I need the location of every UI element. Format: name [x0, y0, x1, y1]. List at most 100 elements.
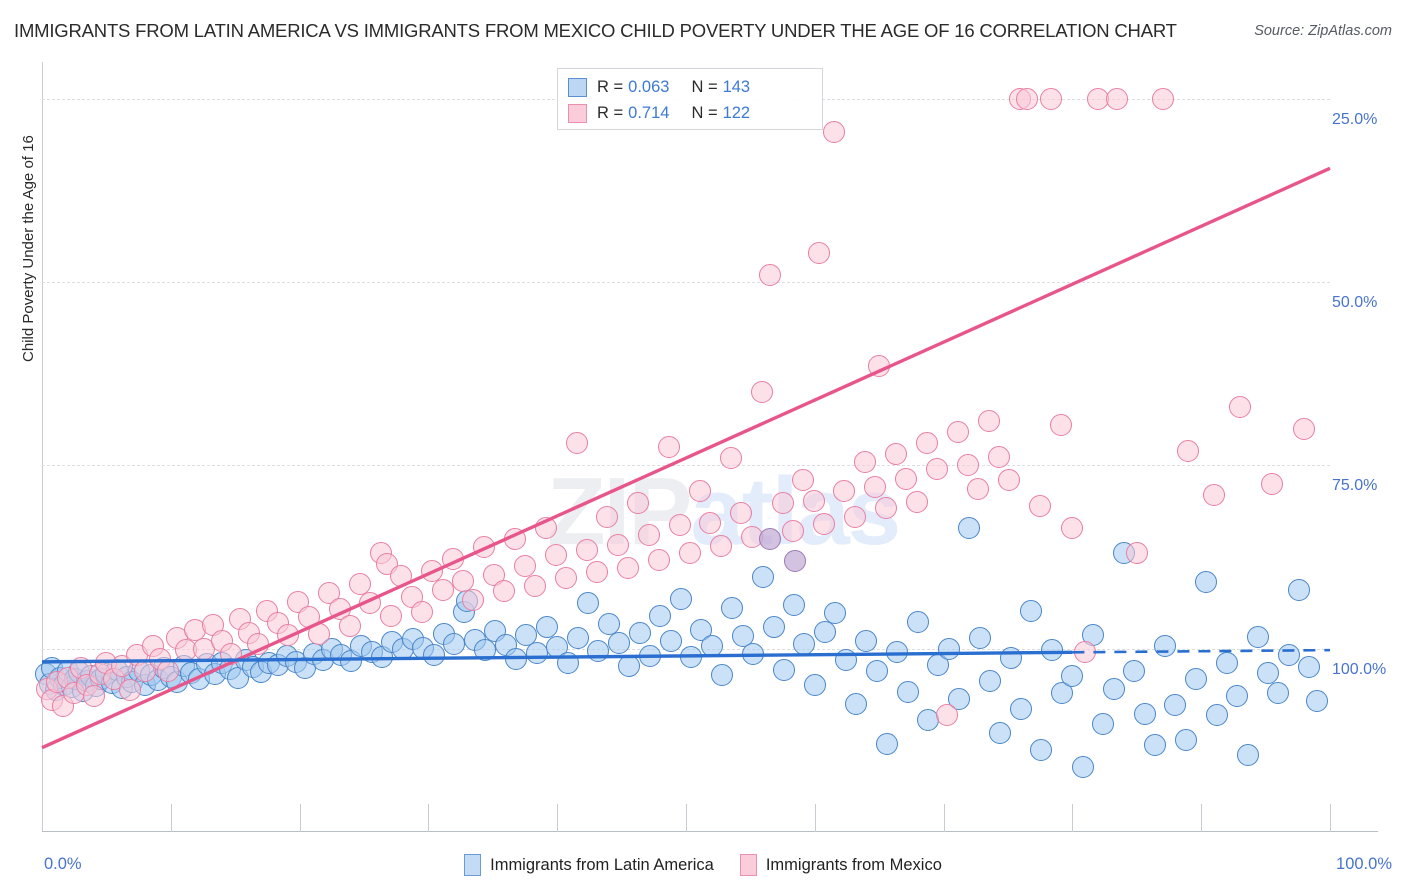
data-point-mexico — [658, 436, 681, 458]
data-point-latin-america — [711, 664, 734, 687]
data-point-mexico — [812, 513, 835, 535]
data-point-mexico — [699, 511, 722, 534]
x-tick-1 — [170, 804, 172, 832]
y-tick-label-100: 25.0% — [1332, 110, 1378, 128]
data-point-latin-america — [1154, 634, 1177, 657]
gridline-50 — [42, 465, 1330, 467]
data-point-latin-america — [1092, 713, 1115, 736]
data-point-mexico — [277, 624, 299, 647]
data-point-mexico — [905, 491, 928, 513]
data-point-mexico — [987, 445, 1010, 468]
x-tick-4 — [557, 804, 559, 832]
data-point-mexico — [493, 580, 516, 603]
data-point-latin-america — [741, 642, 764, 665]
data-point-mexico — [1151, 87, 1174, 110]
data-point-latin-america — [875, 733, 898, 755]
data-point-mexico — [118, 678, 141, 701]
data-point-latin-america — [1164, 694, 1187, 717]
data-point-latin-america — [680, 645, 703, 668]
data-point-mexico — [586, 561, 609, 584]
data-point-mexico — [390, 565, 413, 588]
data-point-mexico — [617, 557, 640, 579]
data-point-latin-america — [978, 669, 1001, 692]
x-tick-7 — [943, 804, 945, 832]
data-point-mexico — [864, 476, 887, 499]
data-point-mexico — [524, 575, 547, 598]
data-point-latin-america — [566, 626, 589, 649]
data-point-mexico — [1039, 87, 1062, 110]
page-title: IMMIGRANTS FROM LATIN AMERICA VS IMMIGRA… — [14, 20, 1177, 41]
x-tick-8 — [1072, 804, 1074, 832]
data-point-mexico — [678, 542, 701, 565]
gridline-75 — [42, 282, 1330, 283]
x-axis-max-label: 100.0% — [1336, 855, 1392, 873]
data-point-latin-america — [587, 639, 610, 662]
data-point-mexico — [462, 589, 485, 612]
data-point-latin-america — [886, 641, 909, 664]
data-point-mexico — [82, 684, 105, 707]
data-point-latin-america — [1030, 738, 1053, 761]
legend-swatch-latin-america — [568, 77, 587, 97]
data-point-mexico — [157, 659, 180, 682]
data-point-mexico — [338, 614, 361, 637]
x-tick-6 — [814, 804, 816, 832]
data-point-latin-america — [1246, 625, 1269, 648]
data-point-mexico — [565, 432, 588, 455]
data-point-mexico — [220, 642, 243, 665]
y-axis-title: Child Poverty Under the Age of 16 — [20, 135, 37, 362]
data-point-mexico — [307, 623, 330, 645]
data-point-mexico — [627, 492, 650, 515]
data-point-mexico — [359, 592, 382, 615]
data-point-mexico — [544, 543, 567, 566]
legend-item-latin-america[interactable]: Immigrants from Latin America — [464, 854, 714, 876]
legend-label-latin-america: Immigrants from Latin America — [490, 855, 714, 874]
data-point-latin-america — [989, 722, 1012, 744]
x-tick-10 — [1330, 804, 1331, 832]
data-point-latin-america — [1236, 744, 1259, 766]
data-point-latin-america — [1267, 681, 1290, 704]
data-point-latin-america — [1009, 697, 1032, 720]
legend-item-mexico[interactable]: Immigrants from Mexico — [739, 854, 942, 876]
y-tick-label-75: 50.0% — [1332, 294, 1378, 311]
data-point-mexico — [1203, 483, 1226, 506]
data-point-mexico — [647, 548, 670, 571]
data-point-latin-america — [968, 627, 991, 650]
data-point-latin-america — [1298, 656, 1321, 678]
data-point-latin-america — [855, 629, 878, 652]
legend-color-latin-america — [464, 854, 482, 876]
data-point-latin-america — [999, 647, 1022, 670]
data-point-mexico — [1261, 472, 1284, 495]
data-point-latin-america — [1257, 661, 1280, 684]
y-tick-label-50: 75.0% — [1332, 477, 1378, 495]
data-point-mexico — [441, 548, 464, 571]
r-label-pink: R = — [597, 103, 624, 122]
data-point-mexico — [555, 566, 578, 589]
data-point-mexico — [1061, 516, 1084, 539]
n-label-pink: N = — [691, 103, 718, 122]
data-point-latin-america — [814, 620, 837, 643]
data-point-latin-america — [535, 616, 558, 639]
data-point-overlap — [758, 527, 781, 550]
data-point-overlap — [784, 549, 807, 572]
data-point-mexico — [1125, 542, 1148, 565]
y-axis-line — [42, 62, 43, 832]
data-point-mexico — [758, 263, 781, 286]
data-point-mexico — [410, 601, 433, 623]
data-point-latin-america — [834, 649, 857, 672]
data-point-latin-america — [628, 622, 651, 645]
data-point-mexico — [1177, 439, 1200, 462]
data-point-latin-america — [577, 592, 600, 615]
data-point-latin-america — [700, 635, 723, 658]
data-point-latin-america — [937, 637, 960, 660]
data-point-mexico — [915, 432, 938, 455]
data-point-latin-america — [638, 645, 661, 667]
data-point-latin-america — [783, 593, 806, 616]
x-tick-5 — [686, 804, 687, 832]
data-point-latin-america — [608, 631, 631, 654]
data-point-mexico — [514, 554, 536, 577]
data-point-mexico — [534, 516, 557, 539]
data-point-mexico — [472, 536, 495, 559]
x-tick-3 — [428, 804, 430, 832]
data-point-latin-america — [1195, 570, 1218, 593]
